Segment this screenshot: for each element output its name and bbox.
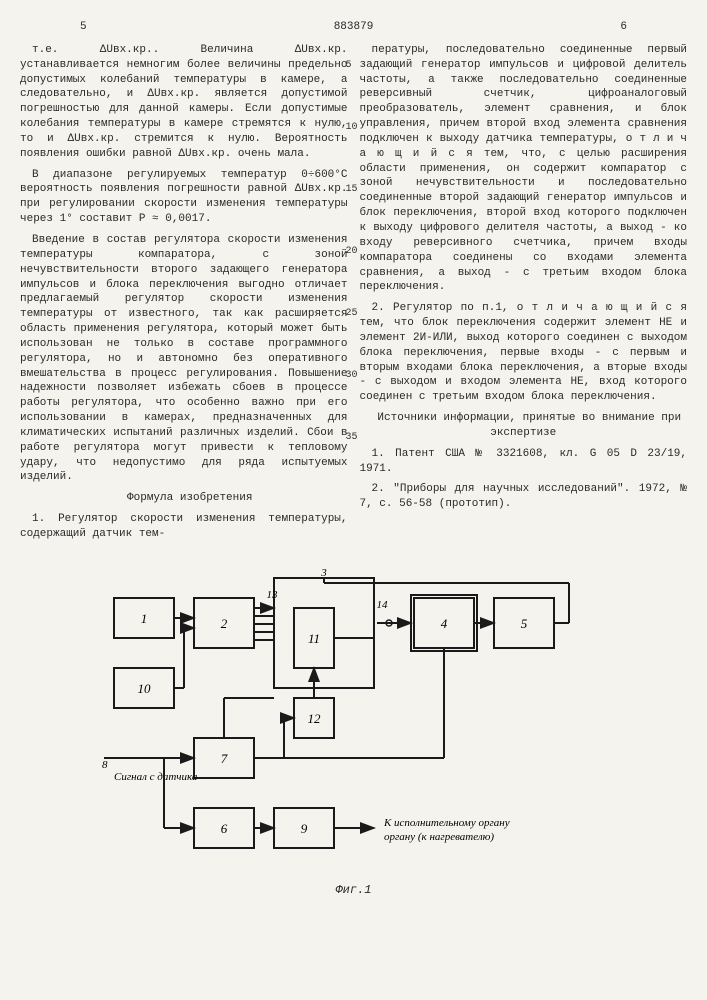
svg-text:1: 1 [140,611,147,626]
svg-text:Сигнал с датчика: Сигнал с датчика [114,771,198,783]
svg-text:6: 6 [220,821,227,836]
svg-text:5: 5 [520,616,527,631]
svg-text:органу (к нагревателю): органу (к нагревателю) [384,831,494,843]
svg-text:7: 7 [220,751,227,766]
para: В диапазоне регулируемых температур 0÷60… [20,168,348,227]
formula-heading: Формула изобретения [20,491,348,506]
line-mark: 15 [346,183,358,197]
svg-text:14: 14 [376,599,388,611]
text-columns: т.е. ΔUвх.кр.. Величина ΔUвх.кр. устанав… [20,43,687,548]
source-item: 2. "Приборы для научных исследований". 1… [360,482,688,512]
line-mark: 5 [346,59,352,73]
svg-text:11: 11 [307,631,319,646]
para: Введение в состав регулятора скорости из… [20,233,348,485]
page-num-right: 6 [620,20,627,35]
block-diagram: 3121076911124513148Сигнал с датчикаК исп… [94,568,614,878]
svg-text:8: 8 [102,759,108,771]
svg-text:3: 3 [320,568,327,579]
svg-text:4: 4 [440,616,447,631]
line-mark: 30 [346,369,358,383]
doc-number: 883879 [334,20,374,35]
svg-text:13: 13 [266,589,278,601]
left-column: т.е. ΔUвх.кр.. Величина ΔUвх.кр. устанав… [20,43,348,548]
para: пературы, последовательно соединенные пе… [360,43,688,295]
para: 1. Регулятор скорости изменения температ… [20,512,348,542]
sources-heading: Источники информации, принятые во вниман… [360,411,688,441]
para: 2. Регулятор по п.1, о т л и ч а ю щ и й… [360,301,688,405]
page-num-left: 5 [80,20,87,35]
figure-1: 3121076911124513148Сигнал с датчикаК исп… [20,568,687,898]
line-mark: 25 [346,307,358,321]
svg-text:10: 10 [137,681,151,696]
line-mark: 10 [346,121,358,135]
line-mark: 20 [346,245,358,259]
right-column: 5 10 15 20 25 30 35 пературы, последоват… [360,43,688,548]
svg-text:12: 12 [307,711,321,726]
svg-text:2: 2 [220,616,227,631]
figure-label: Фиг.1 [335,882,371,898]
svg-text:9: 9 [300,821,307,836]
para: т.е. ΔUвх.кр.. Величина ΔUвх.кр. устанав… [20,43,348,162]
line-mark: 35 [346,431,358,445]
page-header: 5 883879 6 [20,20,687,35]
svg-text:К исполнительному органу: К исполнительному органу [383,817,510,829]
source-item: 1. Патент США № 3321608, кл. G 05 D 23/1… [360,447,688,477]
